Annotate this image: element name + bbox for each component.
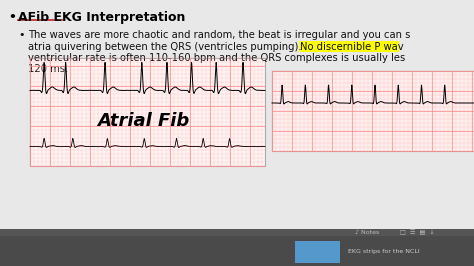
Text: No discernible P wav: No discernible P wav [300,41,404,52]
Text: The waves are more chaotic and random, the beat is irregular and you can s: The waves are more chaotic and random, t… [28,30,410,40]
FancyBboxPatch shape [272,71,474,151]
Text: □  ☰  ▤  ↓: □ ☰ ▤ ↓ [400,230,435,235]
Text: 120 ms.: 120 ms. [28,64,68,74]
Text: EKG strips for the NCLl: EKG strips for the NCLl [348,250,419,255]
Text: Atrial Fib: Atrial Fib [97,112,189,130]
Text: atria quivering between the QRS (ventricles pumping).: atria quivering between the QRS (ventric… [28,41,305,52]
FancyBboxPatch shape [295,241,340,263]
FancyBboxPatch shape [0,229,474,236]
Text: ventricular rate is often 110-160 bpm and the QRS complexes is usually les: ventricular rate is often 110-160 bpm an… [28,53,405,63]
FancyBboxPatch shape [30,58,265,166]
Text: ♪ Notes: ♪ Notes [355,230,379,235]
FancyBboxPatch shape [299,40,399,52]
FancyBboxPatch shape [0,236,474,266]
Text: AFib EKG Interpretation: AFib EKG Interpretation [18,11,185,24]
Text: •: • [8,11,16,24]
Text: •: • [18,30,25,40]
